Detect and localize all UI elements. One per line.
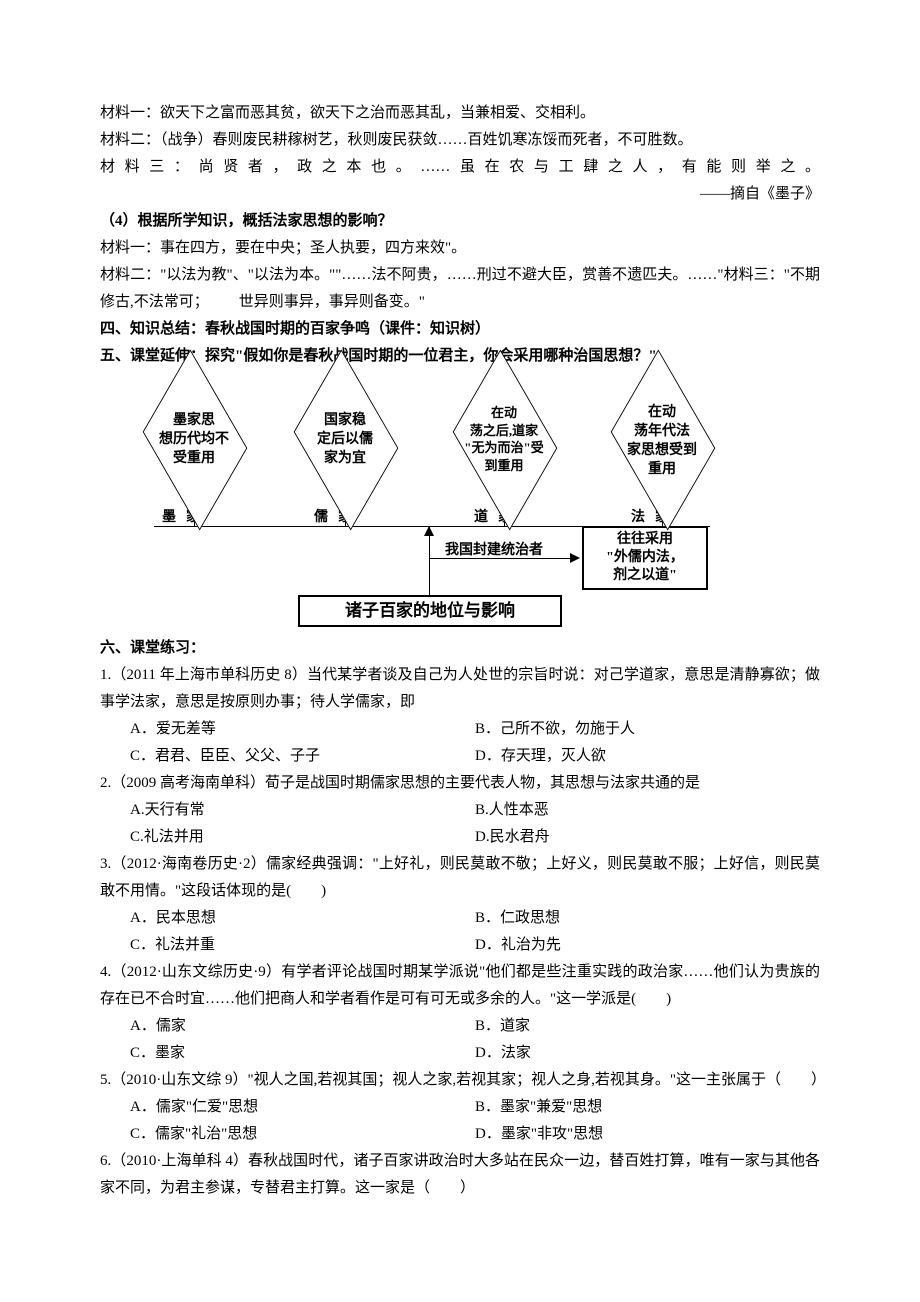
q3-option-a: A．民本思想 bbox=[130, 905, 475, 932]
summary-box: 诸子百家的地位与影响 bbox=[298, 595, 562, 627]
q2-option-b: B.人性本恶 bbox=[475, 797, 820, 824]
q5-options-row1: A．儒家"仁爱"思想 B．墨家"兼爱"思想 bbox=[100, 1094, 820, 1121]
q5-option-b: B．墨家"兼爱"思想 bbox=[475, 1094, 820, 1121]
q2-option-a: A.天行有常 bbox=[130, 797, 475, 824]
material-2: 材料二：（战争）春则废民耕稼树艺，秋则废民获敛……百姓饥寒冻馁而死者，不可胜数。 bbox=[100, 127, 820, 154]
q4-options-row2: C．墨家 D．法家 bbox=[100, 1040, 820, 1067]
q4-options-row1: A．儒家 B．道家 bbox=[100, 1013, 820, 1040]
q4-option-c: C．墨家 bbox=[130, 1040, 475, 1067]
q1-options-row1: A．爱无差等 B．己所不欲，勿施于人 bbox=[100, 716, 820, 743]
q2-option-d: D.民水君舟 bbox=[475, 824, 820, 851]
q3-option-c: C．礼法并重 bbox=[130, 932, 475, 959]
q1-option-b: B．己所不欲，勿施于人 bbox=[475, 716, 820, 743]
q4-stem: 4.（2012·山东文综历史·9）有学者评论战国时期某学派说"他们都是些注重实践… bbox=[100, 959, 820, 1013]
q1-option-d: D．存天理，灭人欲 bbox=[475, 743, 820, 770]
q2-stem: 2.（2009 高考海南单科）荀子是战国时期儒家思想的主要代表人物，其思想与法家… bbox=[100, 770, 820, 797]
q3-option-d: D．礼治为先 bbox=[475, 932, 820, 959]
q3-options-row1: A．民本思想 B．仁政思想 bbox=[100, 905, 820, 932]
policy-box: 往往采用 "外儒内法， 剂之以道" bbox=[582, 526, 708, 590]
q5-option-a: A．儒家"仁爱"思想 bbox=[130, 1094, 475, 1121]
q5-options-row2: C．儒家"礼治"思想 D．墨家"非攻"思想 bbox=[100, 1121, 820, 1148]
question-4-heading: （4）根据所学知识，概括法家思想的影响？ bbox=[100, 208, 820, 235]
q2-options-row1: A.天行有常 B.人性本恶 bbox=[100, 797, 820, 824]
q4-option-a: A．儒家 bbox=[130, 1013, 475, 1040]
q6-stem: 6.（2010·上海单科 4）春秋战国时代，诸子百家讲政治时大多站在民众一边，替… bbox=[100, 1148, 820, 1202]
diamond-mohism: 墨家思 想历代均不 受重用 bbox=[140, 394, 248, 484]
q1-option-c: C．君君、臣臣、父父、子子 bbox=[130, 743, 475, 770]
material-b2: 材料二："以法为教"、"以法为本。""……法不阿贵，……刑过不避大臣，赏善不遗匹… bbox=[100, 262, 820, 316]
q2-option-c: C.礼法并用 bbox=[130, 824, 475, 851]
q3-stem: 3.（2012·海南卷历史·2）儒家经典强调："上好礼，则民莫敢不敬；上好义，则… bbox=[100, 851, 820, 905]
q1-option-a: A．爱无差等 bbox=[130, 716, 475, 743]
diamond-daoism: 在动 荡之后,道家 "无为而治"受 到重用 bbox=[450, 394, 558, 484]
q5-option-c: C．儒家"礼治"思想 bbox=[130, 1121, 475, 1148]
material-3-source: ——摘自《墨子》 bbox=[100, 181, 820, 208]
q1-options-row2: C．君君、臣臣、父父、子子 D．存天理，灭人欲 bbox=[100, 743, 820, 770]
material-1: 材料一：欲天下之富而恶其贫，欲天下之治而恶其乱，当兼相爱、交相利。 bbox=[100, 100, 820, 127]
q3-option-b: B．仁政思想 bbox=[475, 905, 820, 932]
q1-stem: 1.（2011 年上海市单科历史 8）当代某学者谈及自己为人处世的宗旨时说：对己… bbox=[100, 662, 820, 716]
q4-option-d: D．法家 bbox=[475, 1040, 820, 1067]
material-3: 材料三：尚贤者，政之本也。……虽在农与工肆之人，有能则举之。 bbox=[100, 154, 820, 181]
q2-options-row2: C.礼法并用 D.民水君舟 bbox=[100, 824, 820, 851]
diamond-legalism: 在动 荡年代法 家思想受到 重用 bbox=[608, 394, 716, 484]
hundred-schools-diagram: 墨家思 想历代均不 受重用 国家稳 定后以儒 家为宜 在动 荡之后,道家 "无为… bbox=[100, 382, 720, 627]
diamond-confucianism: 国家稳 定后以儒 家为宜 bbox=[291, 394, 399, 484]
section-4-heading: 四、知识总结：春秋战国时期的百家争鸣（课件：知识树） bbox=[100, 316, 820, 343]
q3-options-row2: C．礼法并重 D．礼治为先 bbox=[100, 932, 820, 959]
q4-option-b: B．道家 bbox=[475, 1013, 820, 1040]
material-b1: 材料一：事在四方，要在中央；圣人执要，四方来效"。 bbox=[100, 235, 820, 262]
feudal-rulers-label: 我国封建统治者 bbox=[445, 538, 543, 563]
q5-option-d: D．墨家"非攻"思想 bbox=[475, 1121, 820, 1148]
section-6-heading: 六、课堂练习： bbox=[100, 635, 820, 662]
section-5-heading: 五、课堂延伸：探究"假如你是春秋战国时期的一位君主，你会采用哪种治国思想？" bbox=[100, 343, 820, 370]
q5-stem: 5.（2010·山东文综 9）"视人之国,若视其国；视人之家,若视其家；视人之身… bbox=[100, 1067, 820, 1094]
